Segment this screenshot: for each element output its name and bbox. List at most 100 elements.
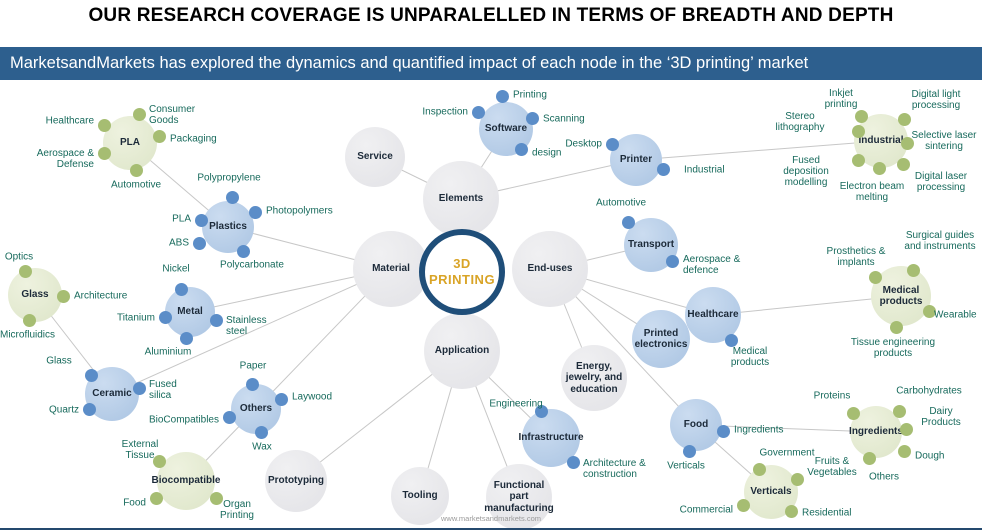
satellite-dot-printing [495,89,509,103]
satellite-dot-dairy-products [899,422,913,436]
satellite-label-government: Government [759,447,815,459]
edge-healthcare-medical_green [712,295,902,316]
node-elements: Elements [423,161,499,237]
node-plastics: Plastics [202,201,254,253]
satellite-label-proteins: Proteins [813,390,851,402]
satellite-dot-external-tissue [152,454,166,468]
satellite-label-digital-laser-processing: Digital laser processing [914,170,968,193]
satellite-dot-fused-deposition-modelling [851,153,865,167]
satellite-label-surgical-guides-and-instruments: Surgical guides and instruments [904,229,976,252]
node-label-service: Service [357,151,393,163]
satellite-dot-inkjet-printing [854,109,868,123]
satellite-dot-prosthetics-implants [868,270,882,284]
satellite-dot-scanning [525,111,539,125]
satellite-dot-packaging [152,129,166,143]
satellite-dot-photopolymers [248,205,262,219]
satellite-dot-architecture [56,289,70,303]
satellite-label-fruits-vegetables: Fruits & Vegetables [807,455,857,478]
satellite-label-selective-laser-sintering: Selective laser sintering [911,129,977,152]
satellite-dot-nickel [174,282,188,296]
edge-printer-industrial_green [635,140,882,161]
satellite-label-architecture-construction: Architecture & construction [583,457,646,480]
node-food: Food [670,399,722,451]
satellite-dot-electron-beam-melting [872,161,886,175]
satellite-dot-quartz [82,402,96,416]
satellite-dot-aerospace-defence [665,254,679,268]
node-label-energy: Energy, jewelry, and education [565,360,623,395]
satellite-label-abs: ABS [168,237,189,249]
satellite-label-scanning: Scanning [543,113,585,125]
satellite-label-prosthetics-implants: Prosthetics & implants [826,245,886,268]
node-label-medical_green: Medical products [879,284,923,308]
satellite-dot-desktop [605,137,619,151]
satellite-label-tissue-engineering-products: Tissue engineering products [850,336,936,359]
satellite-dot-ingredients [716,424,730,438]
satellite-dot-digital-laser-processing [896,157,910,171]
satellite-dot-paper [245,377,259,391]
satellite-label-aluminium: Aluminium [144,346,192,358]
satellite-dot-surgical-guides-and-instruments [906,263,920,277]
satellite-dot-engineering [534,404,548,418]
satellite-dot-glass [84,368,98,382]
satellite-dot-inspection [471,105,485,119]
edge-material-ceramic [111,268,392,395]
center-label-line1: 3D [453,255,471,271]
node-service: Service [345,127,405,187]
satellite-label-commercial: Commercial [679,504,733,516]
satellite-label-inspection: Inspection [422,106,468,118]
satellite-label-medical-products: Medical products [730,345,770,368]
satellite-dot-design [514,142,528,156]
satellite-dot-stereo-lithography [851,124,865,138]
satellite-label-polypropylene: Polypropylene [197,172,261,184]
satellite-dot-wax [254,425,268,439]
satellite-label-pla: PLA [172,213,191,225]
satellite-label-stereo-lithography: Stereo lithography [775,110,825,133]
satellite-label-wax: Wax [252,441,272,453]
satellite-dot-polypropylene [225,190,239,204]
satellite-label-food: Food [123,497,146,509]
satellite-label-glass: Glass [46,355,72,367]
satellite-dot-dough [897,444,911,458]
satellite-label-biocompatibles: BioCompatibles [148,414,219,426]
satellite-dot-aerospace-defense [97,146,111,160]
satellite-label-fused-deposition-modelling: Fused deposition modelling [783,155,829,189]
node-label-infrastructure: Infrastructure [518,432,584,444]
satellite-dot-verticals [682,444,696,458]
banner: MarketsandMarkets has explored the dynam… [0,47,982,80]
satellite-dot-fused-silica [132,381,146,395]
node-pla_green: PLA [103,116,157,170]
node-others: Others [231,384,281,434]
node-label-transport: Transport [627,239,675,251]
node-printed_electronics: Printed electronics [632,310,690,368]
satellite-dot-food [149,491,163,505]
satellite-label-engineering: Engineering [489,398,543,410]
node-label-industrial_green: Industrial [858,135,904,147]
node-application: Application [424,313,500,389]
satellite-dot-optics [18,264,32,278]
node-printer: Printer [610,134,662,186]
satellite-dot-residential [784,504,798,518]
satellite-label-optics: Optics [4,251,34,263]
node-material: Material [353,231,429,307]
satellite-dot-consumer-goods [132,107,146,121]
node-label-software: Software [484,123,528,135]
node-biocompatible: Biocompatible [152,452,220,510]
satellite-label-dough: Dough [915,450,945,462]
center-label-line2: PRINTING [428,272,496,287]
node-label-verticals_green: Verticals [750,486,792,498]
center-node-3d-printing: 3D PRINTING [419,229,505,315]
satellite-dot-automotive [621,215,635,229]
satellite-label-industrial: Industrial [684,164,725,176]
node-label-glass_green: Glass [21,289,49,301]
satellite-label-polycarbonate: Polycarbonate [220,259,284,271]
satellite-label-aerospace-defense: Aerospace & Defense [36,147,94,170]
satellite-label-carbohydrates: Carbohydrates [896,385,962,397]
satellite-label-photopolymers: Photopolymers [266,205,333,217]
watermark: www.marketsandmarkets.com [440,514,542,523]
satellite-dot-proteins [846,406,860,420]
satellite-label-printing: Printing [513,89,547,101]
satellite-label-ingredients: Ingredients [734,424,784,436]
satellite-label-digital-light-processing: Digital light processing [911,88,961,111]
satellite-dot-healthcare [97,118,111,132]
satellite-dot-architecture-construction [566,455,580,469]
